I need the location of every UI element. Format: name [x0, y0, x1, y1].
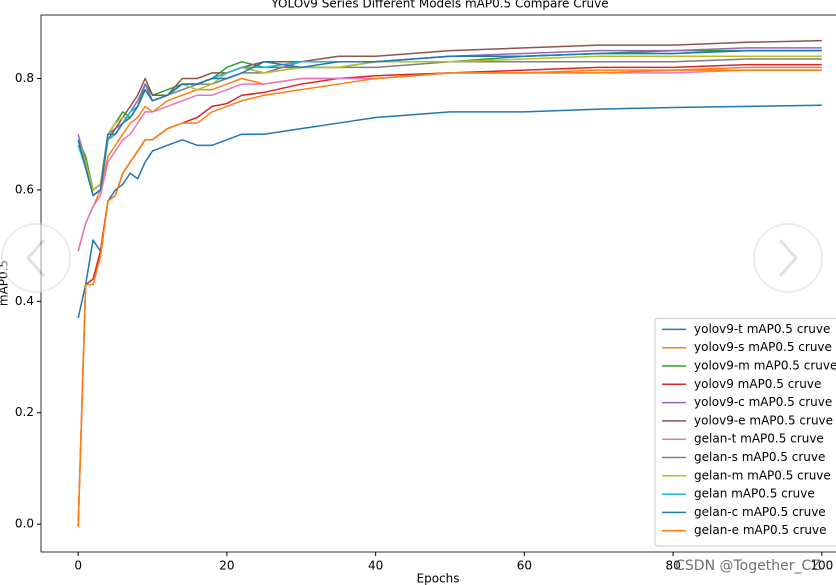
- series-line: [77, 55, 822, 191]
- legend-label: gelan-s mAP0.5 cruve: [694, 450, 825, 464]
- plot-area: 0 20 40 60 80 100 0.0 0.2 0.4 0.6 0.8: [15, 14, 836, 573]
- series-line: [77, 69, 822, 252]
- legend-label: yolov9-t mAP0.5 cruve: [694, 322, 830, 336]
- series-line: [77, 104, 822, 319]
- y-tick-label: 0.6: [15, 182, 34, 196]
- legend-label: yolov9 mAP0.5 cruve: [694, 377, 821, 391]
- series-line: [77, 69, 822, 527]
- legend-label: gelan-m mAP0.5 cruve: [694, 468, 831, 482]
- legend-label: yolov9-s mAP0.5 cruve: [694, 340, 832, 354]
- y-axis-label: mAP0.5: [0, 260, 11, 306]
- x-tick-label: 100: [810, 559, 833, 573]
- watermark: CSDN @Together_CZ: [675, 558, 821, 574]
- series-line: [77, 39, 822, 197]
- legend-box: [654, 317, 836, 547]
- prev-button[interactable]: [1, 223, 71, 293]
- legend-label: yolov9-c mAP0.5 cruve: [694, 395, 832, 409]
- x-tick-label: 0: [74, 559, 82, 573]
- y-tick-label: 0.0: [15, 517, 34, 531]
- legend-label: gelan-e mAP0.5 cruve: [694, 523, 826, 537]
- legend-label: yolov9-e mAP0.5 cruve: [694, 413, 833, 427]
- x-tick-label: 80: [665, 559, 680, 573]
- legend-label: gelan-c mAP0.5 cruve: [694, 505, 826, 519]
- x-tick-label: 20: [219, 559, 234, 573]
- x-axis-label: Epochs: [417, 572, 460, 585]
- series-line: [77, 49, 822, 197]
- legend-label: yolov9-m mAP0.5 cruve: [694, 359, 836, 373]
- legend-label: gelan-t mAP0.5 cruve: [694, 432, 824, 446]
- x-tick-label: 60: [517, 559, 532, 573]
- chart-title: YOLOv9 Series Different Models mAP0.5 Co…: [270, 0, 608, 11]
- y-tick-label: 0.4: [15, 294, 34, 308]
- y-tick-label: 0.2: [15, 405, 34, 419]
- legend-label: gelan mAP0.5 cruve: [694, 487, 815, 501]
- legend: yolov9-t mAP0.5 cruve yolov9-s mAP0.5 cru…: [654, 317, 836, 547]
- x-tick-label: 40: [368, 559, 383, 573]
- next-button[interactable]: [753, 223, 823, 293]
- y-tick-label: 0.8: [15, 71, 34, 85]
- series-line: [77, 66, 822, 252]
